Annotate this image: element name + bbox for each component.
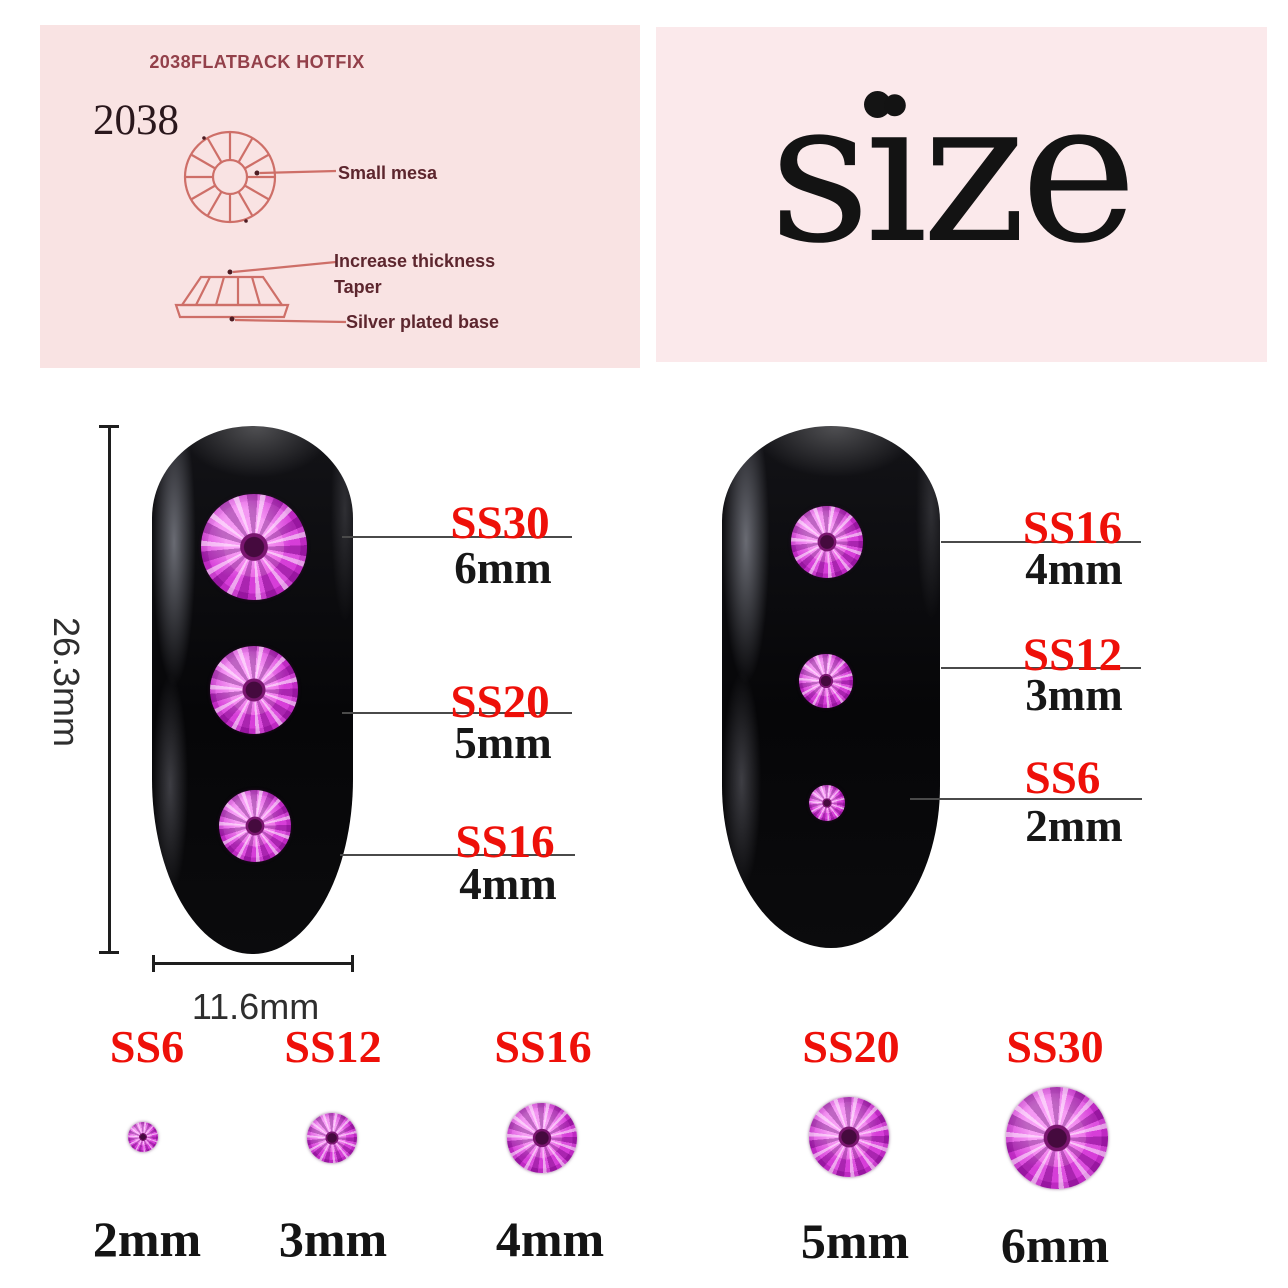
stone-ss6-on-nail bbox=[809, 785, 845, 821]
chart-size-label: SS6 bbox=[109, 1021, 185, 1072]
callout-silver-plated-base: Silver plated base bbox=[346, 312, 500, 332]
horizontal-measure-right-cap bbox=[351, 955, 354, 972]
callout-size-label: SS6 bbox=[1024, 752, 1101, 804]
rhinestone-technical-diagram bbox=[174, 130, 347, 324]
leader-line bbox=[340, 854, 575, 856]
stone-ss16-on-nail bbox=[791, 506, 863, 578]
vertical-measure-line bbox=[108, 426, 111, 953]
vertical-measure-bottom-cap bbox=[99, 951, 119, 954]
callout-mm-label: 3mm bbox=[1025, 670, 1123, 720]
chart-stone-ss30 bbox=[1006, 1087, 1108, 1189]
chart-mm-label: 4mm bbox=[495, 1211, 605, 1267]
size-banner-title: size bbox=[769, 56, 1137, 287]
callout-size-label: SS20 bbox=[450, 676, 550, 728]
chart-mm-label: 3mm bbox=[278, 1211, 388, 1267]
stone-ss16-on-nail bbox=[219, 790, 291, 862]
callout-size-label: SS16 bbox=[1022, 502, 1123, 554]
leader-line bbox=[941, 541, 1141, 543]
chart-mm-label: 6mm bbox=[1000, 1217, 1110, 1273]
callout-size-label: SS30 bbox=[450, 497, 550, 549]
model-number: 2038 bbox=[93, 97, 179, 144]
spec-panel-title: 2038FLATBACK HOTFIX bbox=[149, 52, 365, 72]
size-banner: size bbox=[656, 27, 1267, 362]
stone-ss20-on-nail bbox=[210, 646, 298, 734]
chart-stone-ss12 bbox=[307, 1113, 357, 1163]
callout-mm-label: 6mm bbox=[454, 543, 552, 593]
callout-size-label: SS12 bbox=[1022, 629, 1123, 681]
horizontal-measure-line bbox=[153, 962, 353, 965]
callout-increase-thickness: Increase thickness bbox=[334, 251, 496, 271]
spec-panel: 2038FLATBACK HOTFIX 2038 bbox=[40, 25, 640, 368]
leader-line bbox=[342, 712, 572, 714]
chart-stone-ss6 bbox=[128, 1122, 158, 1152]
chart-size-label: SS30 bbox=[1006, 1021, 1104, 1072]
leader-line bbox=[342, 536, 572, 538]
chart-stone-ss16 bbox=[507, 1103, 577, 1173]
chart-size-label: SS20 bbox=[802, 1021, 900, 1072]
callout-mm-label: 4mm bbox=[459, 859, 557, 909]
stone-ss30-on-nail bbox=[201, 494, 307, 600]
chart-size-label: SS12 bbox=[284, 1021, 382, 1072]
callout-size-label: SS16 bbox=[455, 816, 555, 868]
dot-icon bbox=[864, 91, 891, 118]
chart-stone-ss20 bbox=[809, 1097, 889, 1177]
callout-mm-label: 4mm bbox=[1025, 544, 1123, 594]
leader-line bbox=[941, 667, 1141, 669]
stone-ss12-on-nail bbox=[799, 654, 853, 708]
callout-small-mesa: Small mesa bbox=[338, 163, 438, 183]
callout-mm-label: 2mm bbox=[1025, 801, 1123, 851]
vertical-measure-top-cap bbox=[99, 425, 119, 428]
callout-taper: Taper bbox=[334, 277, 382, 297]
leader-line bbox=[910, 798, 1142, 800]
chart-mm-label: 2mm bbox=[92, 1211, 202, 1267]
nail-length-label: 26.3mm bbox=[46, 616, 87, 748]
callout-mm-label: 5mm bbox=[454, 718, 552, 768]
horizontal-measure-left-cap bbox=[152, 955, 155, 972]
nail-width-label: 11.6mm bbox=[191, 986, 320, 1027]
chart-size-label: SS16 bbox=[494, 1021, 592, 1072]
chart-mm-label: 5mm bbox=[800, 1213, 910, 1269]
